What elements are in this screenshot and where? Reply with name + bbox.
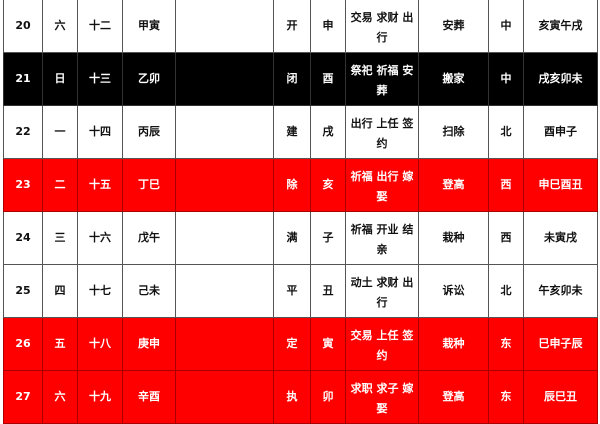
cell-officer: 平 [273, 264, 311, 318]
cell-ji: 登高 [418, 370, 489, 424]
cell-hours: 申巳酉丑 [523, 158, 598, 212]
cell-lunar: 十四 [77, 105, 123, 159]
cell-blank [175, 264, 274, 318]
cell-weekday: 六 [42, 370, 78, 424]
cell-officer: 闭 [273, 52, 311, 106]
table-row: 20 六十二 甲寅 开申交易 求财 出行 安葬中亥寅午戌 [3, 0, 598, 53]
cell-ji: 登高 [418, 158, 489, 212]
cell-weekday: 五 [42, 317, 78, 371]
cell-hours: 戌亥卯未 [523, 52, 598, 106]
cell-ganzhi: 庚申 [122, 317, 176, 371]
cell-ganzhi: 己未 [122, 264, 176, 318]
table-row: 27 六十九 辛酉 执卯求职 求子 嫁娶 登高东辰巳丑 [3, 370, 598, 424]
cell-lunar: 十二 [77, 0, 123, 53]
cell-branch: 申 [310, 0, 346, 53]
cell-yi: 祈福 出行 嫁娶 [345, 158, 419, 212]
cell-ji: 安葬 [418, 0, 489, 53]
cell-hours: 辰巳丑 [523, 370, 598, 424]
table-row: 26 五十八 庚申 定寅交易 上任 签约 栽种东巳申子辰 [3, 317, 598, 371]
cell-ji: 栽种 [418, 317, 489, 371]
table-row: 22 一十四 丙辰 建戌出行 上任 签约 扫除北酉申子 [3, 105, 598, 159]
cell-blank [175, 105, 274, 159]
cell-hours: 巳申子辰 [523, 317, 598, 371]
cell-blank [175, 317, 274, 371]
table-body: 20 六十二 甲寅开申交易 求财 出行 安葬中亥寅午戌 21 日十三 乙卯闭酉祭祀 祈福 安… [3, 0, 598, 424]
cell-direction: 中 [488, 52, 524, 106]
cell-weekday: 六 [42, 0, 78, 53]
cell-weekday: 三 [42, 211, 78, 265]
cell-ganzhi: 辛酉 [122, 370, 176, 424]
cell-ganzhi: 丙辰 [122, 105, 176, 159]
almanac-table: 20 六十二 甲寅开申交易 求财 出行 安葬中亥寅午戌 21 日十三 乙卯闭酉祭祀 祈福 安… [3, 0, 598, 424]
cell-blank [175, 211, 274, 265]
cell-hours: 亥寅午戌 [523, 0, 598, 53]
cell-lunar: 十八 [77, 317, 123, 371]
cell-day: 21 [3, 52, 43, 106]
cell-blank [175, 52, 274, 106]
cell-day: 26 [3, 317, 43, 371]
cell-branch: 戌 [310, 105, 346, 159]
table-row: 24 三十六 戊午 满子祈福 开业 结亲 栽种西未寅戌 [3, 211, 598, 265]
cell-direction: 西 [488, 158, 524, 212]
cell-yi: 交易 求财 出行 [345, 0, 419, 53]
cell-lunar: 十六 [77, 211, 123, 265]
cell-ganzhi: 戊午 [122, 211, 176, 265]
cell-blank [175, 158, 274, 212]
cell-direction: 北 [488, 105, 524, 159]
cell-yi: 祈福 开业 结亲 [345, 211, 419, 265]
cell-day: 25 [3, 264, 43, 318]
table-row: 25 四十七 己未 平丑动土 求财 出行 诉讼北午亥卯未 [3, 264, 598, 318]
cell-yi: 祭祀 祈福 安葬 [345, 52, 419, 106]
cell-day: 24 [3, 211, 43, 265]
cell-ganzhi: 甲寅 [122, 0, 176, 53]
cell-direction: 东 [488, 370, 524, 424]
cell-branch: 丑 [310, 264, 346, 318]
table-row: 21 日十三 乙卯 闭酉祭祀 祈福 安葬 搬家中戌亥卯未 [3, 52, 598, 106]
cell-direction: 东 [488, 317, 524, 371]
table-row: 23 二十五 丁巳 除亥祈福 出行 嫁娶 登高西申巳酉丑 [3, 158, 598, 212]
cell-officer: 开 [273, 0, 311, 53]
cell-branch: 子 [310, 211, 346, 265]
cell-weekday: 一 [42, 105, 78, 159]
cell-ganzhi: 乙卯 [122, 52, 176, 106]
cell-ji: 扫除 [418, 105, 489, 159]
cell-hours: 未寅戌 [523, 211, 598, 265]
cell-weekday: 四 [42, 264, 78, 318]
cell-officer: 建 [273, 105, 311, 159]
cell-yi: 求职 求子 嫁娶 [345, 370, 419, 424]
cell-direction: 北 [488, 264, 524, 318]
cell-ji: 搬家 [418, 52, 489, 106]
cell-lunar: 十九 [77, 370, 123, 424]
cell-day: 22 [3, 105, 43, 159]
cell-branch: 亥 [310, 158, 346, 212]
cell-hours: 午亥卯未 [523, 264, 598, 318]
cell-officer: 执 [273, 370, 311, 424]
cell-yi: 出行 上任 签约 [345, 105, 419, 159]
cell-day: 27 [3, 370, 43, 424]
cell-lunar: 十三 [77, 52, 123, 106]
cell-blank [175, 0, 274, 53]
cell-weekday: 二 [42, 158, 78, 212]
cell-branch: 卯 [310, 370, 346, 424]
cell-weekday: 日 [42, 52, 78, 106]
cell-lunar: 十七 [77, 264, 123, 318]
cell-branch: 酉 [310, 52, 346, 106]
cell-ji: 诉讼 [418, 264, 489, 318]
cell-ganzhi: 丁巳 [122, 158, 176, 212]
cell-hours: 酉申子 [523, 105, 598, 159]
cell-day: 23 [3, 158, 43, 212]
cell-direction: 中 [488, 0, 524, 53]
cell-yi: 动土 求财 出行 [345, 264, 419, 318]
cell-branch: 寅 [310, 317, 346, 371]
cell-ji: 栽种 [418, 211, 489, 265]
cell-yi: 交易 上任 签约 [345, 317, 419, 371]
cell-lunar: 十五 [77, 158, 123, 212]
cell-blank [175, 370, 274, 424]
cell-day: 20 [3, 0, 43, 53]
cell-officer: 满 [273, 211, 311, 265]
cell-direction: 西 [488, 211, 524, 265]
cell-officer: 除 [273, 158, 311, 212]
cell-officer: 定 [273, 317, 311, 371]
